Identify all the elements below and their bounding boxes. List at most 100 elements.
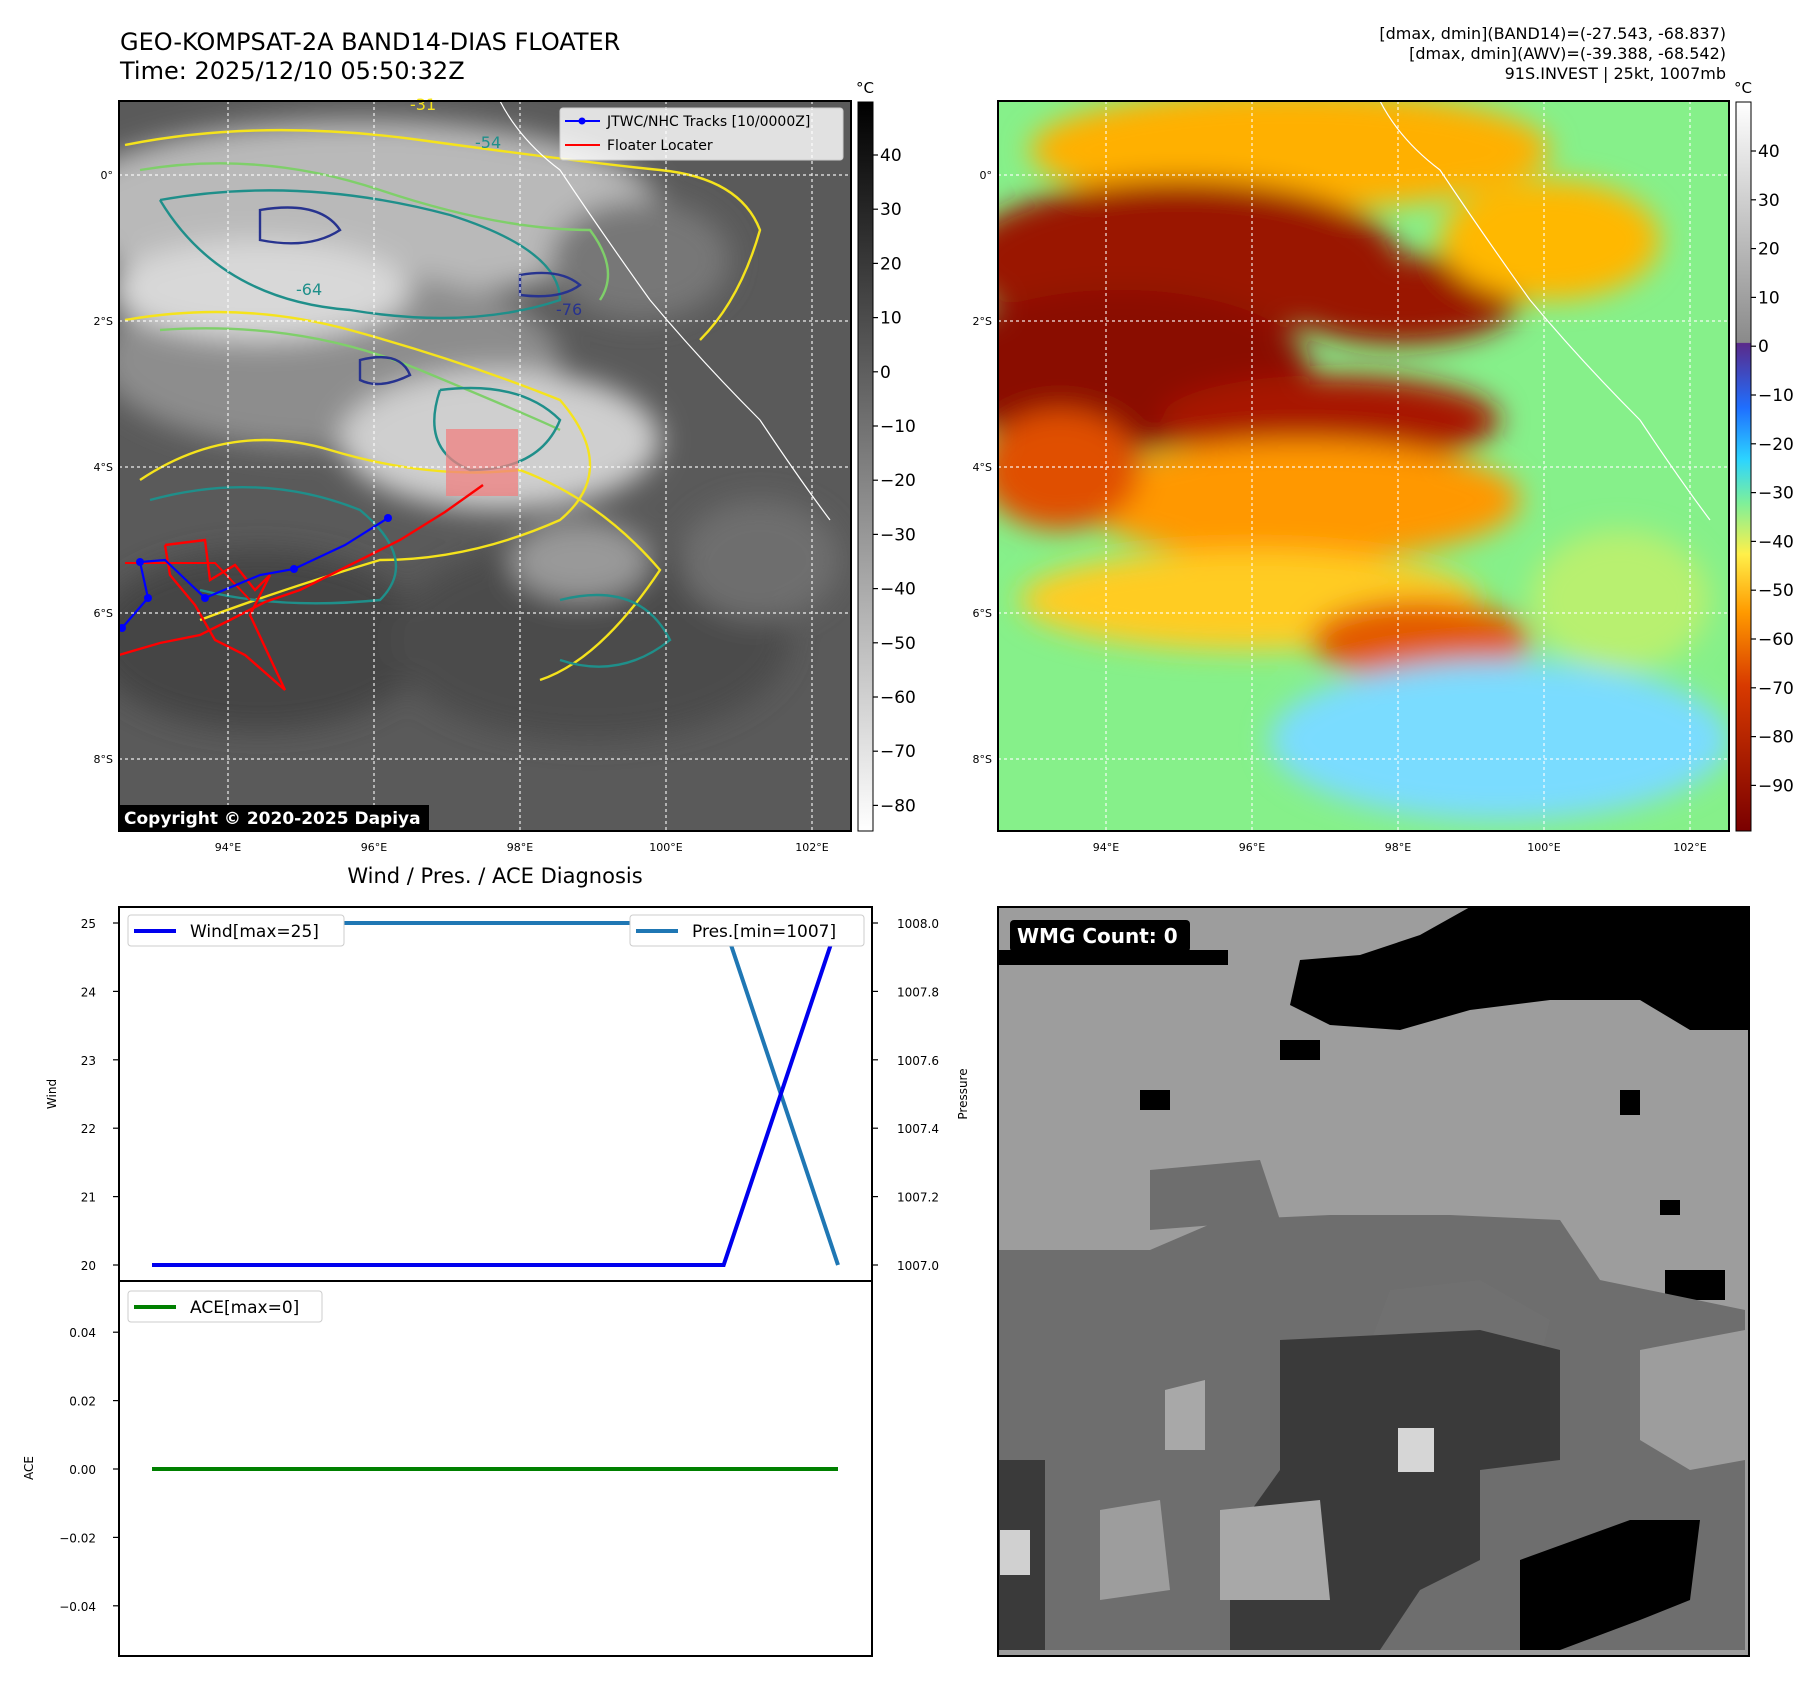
wind-axes-frame	[118, 906, 873, 1282]
diagnosis-title: Wind / Pres. / ACE Diagnosis	[347, 864, 642, 888]
floater-locater-segment	[125, 562, 251, 601]
ir-colorbar-tick-label: 10	[880, 309, 902, 329]
awv-lat-tick-6s: 6°S	[973, 607, 992, 620]
awv-lon-tick-102: 102°E	[1673, 841, 1706, 854]
wmg-frame	[997, 906, 1750, 1657]
wind-pressure-chart: 25 24 23 22 21 20 1008.0 1007.8 1007.6 1007.4 100…	[45, 906, 970, 1282]
figure-title: GEO-KOMPSAT-2A BAND14-DIAS FLOATER	[120, 28, 620, 56]
lon-tick-96: 96°E	[361, 841, 387, 854]
awv-colorbar-tick-label: 10	[1758, 288, 1780, 308]
legend-jtwc-tracks: JTWC/NHC Tracks [10/0000Z]	[606, 114, 810, 130]
awv-colorbar-tick-label: −10	[1758, 386, 1794, 406]
ir-colorbar-tick-label: −80	[880, 796, 916, 816]
lat-tick-8s: 8°S	[94, 753, 113, 766]
awv-lon-tick-94: 94°E	[1093, 841, 1119, 854]
copyright-text: Copyright © 2020-2025 Dapiya	[124, 809, 421, 829]
awv-colorbar-tick-label: −60	[1758, 630, 1794, 650]
legend-floater-locater: Floater Locater	[607, 138, 713, 154]
awv-lat-tick-8s: 8°S	[973, 753, 992, 766]
legend-pressure: Pres.[min=1007]	[692, 922, 836, 942]
awv-colorbar-tick-label: −90	[1758, 776, 1794, 796]
ace-ytick-label: −0.02	[59, 1531, 96, 1545]
wind-ytick-label: 22	[81, 1122, 96, 1136]
ir-colorbar-tick-label: −60	[880, 688, 916, 708]
pressure-ytick-label: 1007.2	[897, 1191, 939, 1205]
ir-gridlines	[119, 101, 851, 831]
ir-map-frame	[118, 100, 852, 832]
awv-imagery	[998, 101, 1729, 831]
lon-tick-94: 94°E	[215, 841, 241, 854]
ir-colorbar-tick-label: 40	[880, 146, 902, 166]
awv-lon-tick-100: 100°E	[1527, 841, 1560, 854]
wind-ytick-label: 21	[81, 1191, 96, 1205]
wind-ytick-label: 24	[81, 985, 96, 999]
ir-colorbar-tick-label: −40	[880, 580, 916, 600]
ir-colorbar-tick-label: 20	[880, 254, 902, 274]
awv-colorbar-tick-label: 40	[1758, 142, 1780, 162]
pressure-legend: Pres.[min=1007]	[629, 914, 865, 947]
pressure-ytick-label: 1007.8	[897, 985, 939, 999]
stats-band14: [dmax, dmin](BAND14)=(-27.543, -68.837)	[1379, 24, 1726, 43]
legend-wind: Wind[max=25]	[190, 922, 319, 942]
awv-colorbar: °C 40 30 20 10 0 −10 −20 −30 −40 −50 −60 −70 −80 −90	[1734, 79, 1794, 832]
ace-ytick-label: 0.00	[69, 1463, 96, 1477]
pressure-ytick-label: 1007.6	[897, 1054, 939, 1068]
wind-ytick-label: 25	[81, 917, 96, 931]
awv-lon-tick-96: 96°E	[1239, 841, 1265, 854]
contour-label-76: -76	[556, 300, 582, 319]
awv-colorbar-tick-label: −70	[1758, 679, 1794, 699]
awv-lat-tick-4s: 4°S	[973, 461, 992, 474]
ir-colorbar: °C 40 30 20 10 0 −10 −20 −30 −40 −50 −60 −70 −80	[856, 79, 916, 832]
figure-time: Time: 2025/12/10 05:50:32Z	[119, 57, 465, 85]
ace-ytick-label: −0.04	[59, 1600, 96, 1614]
wmg-panel: WMG Count: 0	[997, 906, 1750, 1657]
ace-ylabel: ACE	[22, 1456, 36, 1480]
wind-series-line	[152, 922, 840, 1267]
pressure-ytick-label: 1007.0	[897, 1259, 939, 1273]
contour-label-64: -64	[296, 280, 322, 299]
wmg-count: WMG Count: 0	[1017, 924, 1178, 948]
wind-ylabel: Wind	[45, 1079, 59, 1109]
pressure-ylabel: Pressure	[956, 1068, 970, 1119]
lon-tick-100: 100°E	[649, 841, 682, 854]
floater-locater-track	[119, 484, 484, 657]
copyright-badge	[120, 805, 429, 830]
awv-colorbar-tick-label: 30	[1758, 191, 1780, 211]
ir-map-panel: -31 -54 -64 -76	[94, 95, 852, 854]
lat-tick-6s: 6°S	[94, 607, 113, 620]
jtwc-track-points	[119, 514, 392, 632]
lat-tick-4s: 4°S	[94, 461, 113, 474]
awv-colorbar-tick-label: 0	[1758, 337, 1769, 357]
awv-map-panel: 94°E 96°E 98°E 100°E 102°E 0° 2°S 4°S 6°…	[973, 100, 1730, 854]
contour-label-31: -31	[410, 95, 436, 114]
awv-colorbar-tick-label: −30	[1758, 484, 1794, 504]
awv-lat-tick-2s: 2°S	[973, 315, 992, 328]
lat-tick-2s: 2°S	[94, 315, 113, 328]
ir-colorbar-tick-label: −50	[880, 634, 916, 654]
wind-legend: Wind[max=25]	[127, 914, 345, 947]
stats-storm: 91S.INVEST | 25kt, 1007mb	[1505, 64, 1726, 83]
awv-map-frame	[997, 100, 1730, 832]
awv-lon-tick-98: 98°E	[1385, 841, 1411, 854]
awv-gridlines	[998, 101, 1729, 831]
awv-colorbar-tick-label: −40	[1758, 532, 1794, 552]
ace-legend: ACE[max=0]	[127, 1290, 323, 1323]
wind-ytick-label: 23	[81, 1054, 96, 1068]
lat-tick-0: 0°	[101, 169, 114, 182]
ir-colorbar-tick-label: −30	[880, 525, 916, 545]
legend-ace: ACE[max=0]	[190, 1298, 299, 1318]
floater-locater-loop	[163, 538, 287, 691]
contour-label-54: -54	[475, 133, 501, 152]
ir-legend: JTWC/NHC Tracks [10/0000Z] Floater Locat…	[559, 107, 844, 161]
ir-colorbar-tick-label: 0	[880, 363, 891, 383]
pressure-ytick-label: 1008.0	[897, 917, 939, 931]
ace-ytick-label: 0.04	[69, 1326, 96, 1340]
ir-imagery	[119, 101, 851, 831]
ace-ytick-label: 0.02	[69, 1395, 96, 1409]
awv-colorbar-tick-label: −50	[1758, 581, 1794, 601]
awv-colorbar-tick-label: −20	[1758, 435, 1794, 455]
awv-colorbar-tick-label: 20	[1758, 240, 1780, 260]
lon-tick-102: 102°E	[795, 841, 828, 854]
ir-colorbar-tick-label: −70	[880, 742, 916, 762]
